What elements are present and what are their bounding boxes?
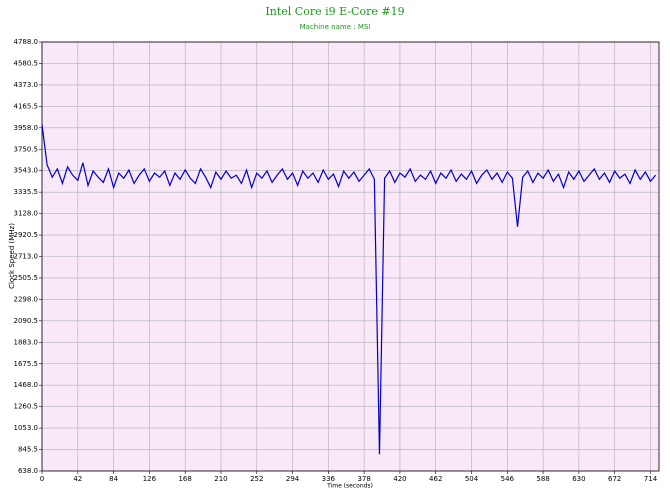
y-tick-label: 638.0	[18, 467, 38, 475]
chart-title: Intel Core i9 E-Core #19	[265, 5, 404, 18]
y-tick-label: 4373.0	[14, 81, 39, 89]
chart-subtitle: Machine name : MSI	[300, 23, 371, 31]
x-tick-label: 336	[322, 475, 336, 483]
y-tick-label: 4788.0	[14, 38, 39, 46]
x-tick-label: 462	[429, 475, 442, 483]
data-line	[41, 124, 657, 455]
y-tick-label: 1675.5	[14, 360, 39, 368]
y-tick-label: 3543.0	[14, 167, 39, 175]
x-tick-label: 504	[465, 475, 479, 483]
y-tick-label: 4580.5	[14, 59, 39, 67]
x-axis-label: Time (seconds)	[326, 483, 373, 490]
x-tick-label: 588	[536, 475, 549, 483]
x-tick-label: 84	[109, 475, 118, 483]
x-tick-label: 378	[357, 475, 370, 483]
x-tick-label: 546	[501, 475, 515, 483]
x-tick-label: 294	[286, 475, 300, 483]
x-tick-label: 126	[143, 475, 157, 483]
y-tick-label: 3335.5	[14, 188, 39, 196]
y-tick-label: 2505.5	[14, 274, 39, 282]
y-tick-label: 2713.0	[14, 253, 39, 261]
y-tick-label: 2090.5	[14, 317, 39, 325]
x-tick-label: 0	[40, 475, 44, 483]
y-tick-label: 3128.0	[14, 210, 39, 218]
y-axis-label: Clock Speed (MHz)	[8, 223, 16, 289]
y-tick-label: 2298.0	[14, 295, 39, 303]
y-tick-label: 4165.5	[14, 102, 39, 110]
x-tick-label: 420	[393, 475, 406, 483]
x-tick-label: 252	[250, 475, 263, 483]
y-tick-label: 1053.0	[14, 424, 39, 432]
x-tick-label: 210	[214, 475, 227, 483]
y-tick-label: 3958.0	[14, 124, 39, 132]
y-tick-label: 2920.5	[14, 231, 39, 239]
x-tick-label: 672	[608, 475, 621, 483]
x-tick-label: 168	[178, 475, 191, 483]
x-tick-label: 42	[73, 475, 82, 483]
y-tick-label: 1468.0	[14, 381, 39, 389]
x-tick-label: 630	[572, 475, 585, 483]
y-tick-label: 1260.5	[14, 403, 39, 411]
y-tick-label: 1883.0	[14, 338, 39, 346]
y-tick-label: 3750.5	[14, 145, 39, 153]
x-tick-label: 714	[644, 475, 658, 483]
plot-border	[41, 41, 660, 472]
y-tick-label: 845.5	[18, 446, 38, 454]
